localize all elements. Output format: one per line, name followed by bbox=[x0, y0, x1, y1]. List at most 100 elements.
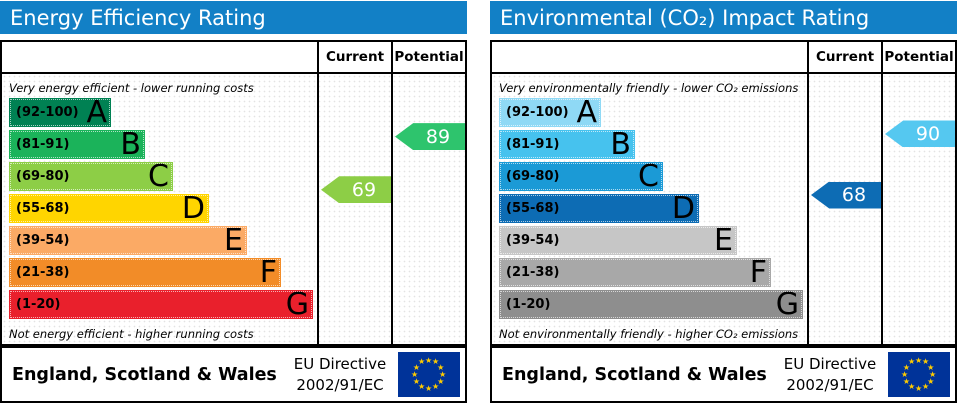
band-range-label: (81-91) bbox=[506, 137, 560, 152]
band-d-bar: (55-68) D bbox=[9, 191, 209, 226]
band-letter: C bbox=[148, 159, 169, 194]
eu-star-icon: ★ bbox=[929, 369, 937, 379]
energy-table-body: Very energy efficient - lower running co… bbox=[2, 74, 465, 344]
band-letter: B bbox=[120, 127, 141, 162]
eu-directive-label: EU Directive 2002/91/EC bbox=[293, 355, 387, 394]
potential-column-header: Potential bbox=[391, 42, 465, 72]
co2-panel-footer: England, Scotland & Wales EU Directive 2… bbox=[490, 346, 957, 403]
band-range-label: (1-20) bbox=[16, 297, 61, 312]
energy-rating-table: Current Potential Very energy efficient … bbox=[0, 40, 467, 346]
eu-star-icon: ★ bbox=[412, 376, 421, 386]
band-range-label: (69-80) bbox=[506, 169, 560, 184]
eu-star-icon: ★ bbox=[901, 369, 909, 379]
band-f-bar: (21-38) F bbox=[499, 255, 771, 290]
band-c-bar: (69-80) C bbox=[499, 159, 663, 194]
co2-panel-title: Environmental (CO₂) Impact Rating bbox=[490, 1, 957, 34]
co2-table-body: Very environmentally friendly - lower CO… bbox=[492, 74, 955, 344]
header-spacer-cell bbox=[2, 42, 317, 72]
current-rating-value: 68 bbox=[841, 184, 867, 207]
co2-impact-panel: Environmental (CO₂) Impact Rating Curren… bbox=[490, 1, 957, 403]
eu-star-icon: ★ bbox=[432, 381, 440, 391]
band-row: (39-54) E bbox=[9, 226, 317, 258]
current-rating-arrow: 68 bbox=[811, 181, 881, 209]
eu-star-icon: ★ bbox=[418, 381, 426, 391]
energy-band-chart: Very energy efficient - lower running co… bbox=[2, 74, 317, 344]
current-rating-arrow: 69 bbox=[321, 176, 391, 204]
eu-star-icon: ★ bbox=[908, 381, 916, 391]
eu-star-icon: ★ bbox=[411, 369, 419, 379]
band-letter: G bbox=[285, 287, 309, 322]
band-range-label: (55-68) bbox=[16, 201, 70, 216]
band-row: (69-80) C bbox=[499, 162, 807, 194]
eu-directive-label: EU Directive 2002/91/EC bbox=[783, 355, 877, 394]
band-letter: F bbox=[259, 255, 277, 290]
potential-value-cell: 90 bbox=[881, 74, 955, 344]
current-value-cell: 68 bbox=[807, 74, 881, 344]
current-column-header: Current bbox=[807, 42, 881, 72]
eu-flag-icon: ★ ★ ★ ★ ★ ★ ★ ★ ★ ★ ★ ★ bbox=[888, 352, 950, 397]
energy-panel-title: Energy Efficiency Rating bbox=[0, 1, 467, 34]
eu-star-icon: ★ bbox=[439, 369, 447, 379]
potential-rating-arrow: 89 bbox=[395, 123, 465, 151]
band-row: (55-68) D bbox=[9, 194, 317, 226]
current-value-cell: 69 bbox=[317, 74, 391, 344]
eu-star-icon: ★ bbox=[908, 357, 916, 367]
eu-star-icon: ★ bbox=[412, 362, 421, 372]
band-row: (81-91) B bbox=[9, 130, 317, 162]
band-range-label: (21-38) bbox=[16, 265, 70, 280]
band-range-label: (92-100) bbox=[16, 105, 79, 120]
band-d-bar: (55-68) D bbox=[499, 191, 699, 226]
band-range-label: (21-38) bbox=[506, 265, 560, 280]
eu-star-icon: ★ bbox=[437, 362, 445, 372]
band-b-bar: (81-91) B bbox=[499, 127, 635, 162]
band-range-label: (39-54) bbox=[506, 233, 560, 248]
top-note: Very environmentally friendly - lower CO… bbox=[499, 81, 799, 95]
band-b-bar: (81-91) B bbox=[9, 127, 145, 162]
header-spacer-cell bbox=[492, 42, 807, 72]
co2-band-chart: Very environmentally friendly - lower CO… bbox=[492, 74, 807, 344]
eu-star-icon: ★ bbox=[927, 376, 935, 386]
band-row: (21-38) F bbox=[9, 258, 317, 290]
band-row: (1-20) G bbox=[499, 290, 807, 322]
band-row: (21-38) F bbox=[499, 258, 807, 290]
band-letter: C bbox=[638, 159, 659, 194]
potential-rating-arrow: 90 bbox=[885, 120, 955, 148]
region-label: England, Scotland & Wales bbox=[12, 364, 277, 385]
co2-band-rows: (92-100) A (81-91) B (69-80) C (55-68) D (39… bbox=[492, 98, 807, 322]
eu-star-icon: ★ bbox=[432, 357, 440, 367]
energy-table-header: Current Potential bbox=[2, 42, 465, 74]
band-g-bar: (1-20) G bbox=[499, 290, 803, 320]
band-letter: D bbox=[181, 191, 205, 226]
band-row: (1-20) G bbox=[9, 290, 317, 322]
top-note: Very energy efficient - lower running co… bbox=[9, 81, 254, 95]
eu-star-icon: ★ bbox=[915, 383, 923, 393]
band-range-label: (92-100) bbox=[506, 105, 569, 120]
band-range-label: (1-20) bbox=[506, 297, 551, 312]
eu-star-icon: ★ bbox=[902, 362, 911, 372]
potential-column-header: Potential bbox=[881, 42, 955, 72]
band-letter: E bbox=[714, 223, 733, 258]
band-range-label: (55-68) bbox=[506, 201, 560, 216]
eu-star-icon: ★ bbox=[437, 376, 445, 386]
potential-rating-value: 90 bbox=[915, 122, 941, 145]
band-row: (92-100) A bbox=[499, 98, 807, 130]
band-letter: B bbox=[610, 127, 631, 162]
band-g-bar: (1-20) G bbox=[9, 287, 313, 322]
band-letter: D bbox=[671, 191, 695, 226]
co2-table-header: Current Potential bbox=[492, 42, 955, 74]
eu-star-icon: ★ bbox=[922, 357, 930, 367]
band-a-bar: (92-100) A bbox=[9, 98, 111, 128]
energy-panel-footer: England, Scotland & Wales EU Directive 2… bbox=[0, 346, 467, 403]
band-letter: F bbox=[749, 255, 767, 290]
eu-star-icon: ★ bbox=[915, 355, 923, 365]
band-range-label: (69-80) bbox=[16, 169, 70, 184]
region-label: England, Scotland & Wales bbox=[502, 364, 767, 385]
potential-value-cell: 89 bbox=[391, 74, 465, 344]
band-c-bar: (69-80) C bbox=[9, 159, 173, 194]
current-column-header: Current bbox=[317, 42, 391, 72]
energy-band-rows: (92-100) A (81-91) B (69-80) C (55-68) D (39… bbox=[2, 98, 317, 322]
current-rating-value: 69 bbox=[351, 178, 377, 201]
band-letter: E bbox=[224, 223, 243, 258]
band-row: (92-100) A bbox=[9, 98, 317, 130]
potential-rating-value: 89 bbox=[425, 125, 451, 148]
